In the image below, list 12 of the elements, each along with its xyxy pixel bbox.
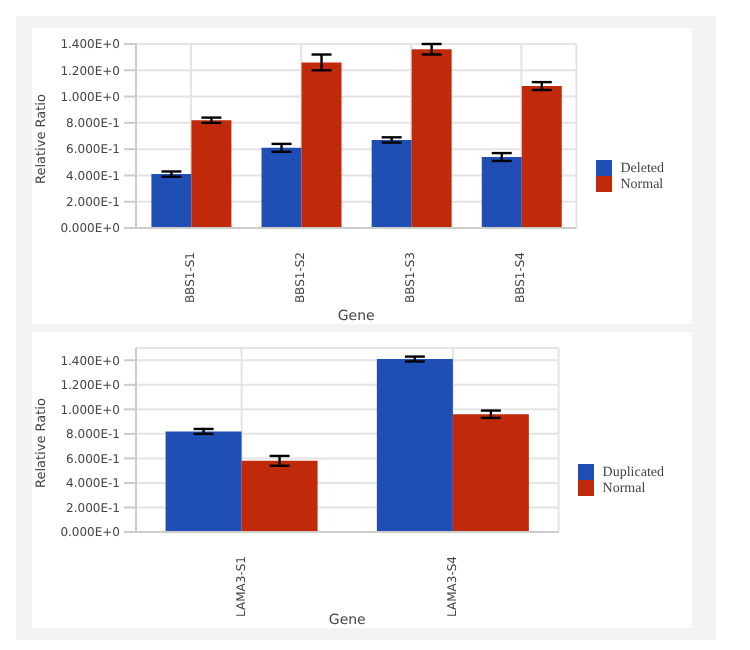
bar — [521, 86, 562, 228]
bar — [371, 139, 412, 228]
bar — [261, 147, 302, 228]
bar — [165, 431, 242, 532]
bar — [241, 460, 318, 532]
bar — [376, 359, 453, 532]
bar — [191, 120, 232, 228]
bar — [452, 414, 529, 532]
bar — [301, 62, 342, 228]
bar — [411, 49, 452, 228]
bar — [481, 157, 522, 228]
bar — [151, 174, 192, 228]
